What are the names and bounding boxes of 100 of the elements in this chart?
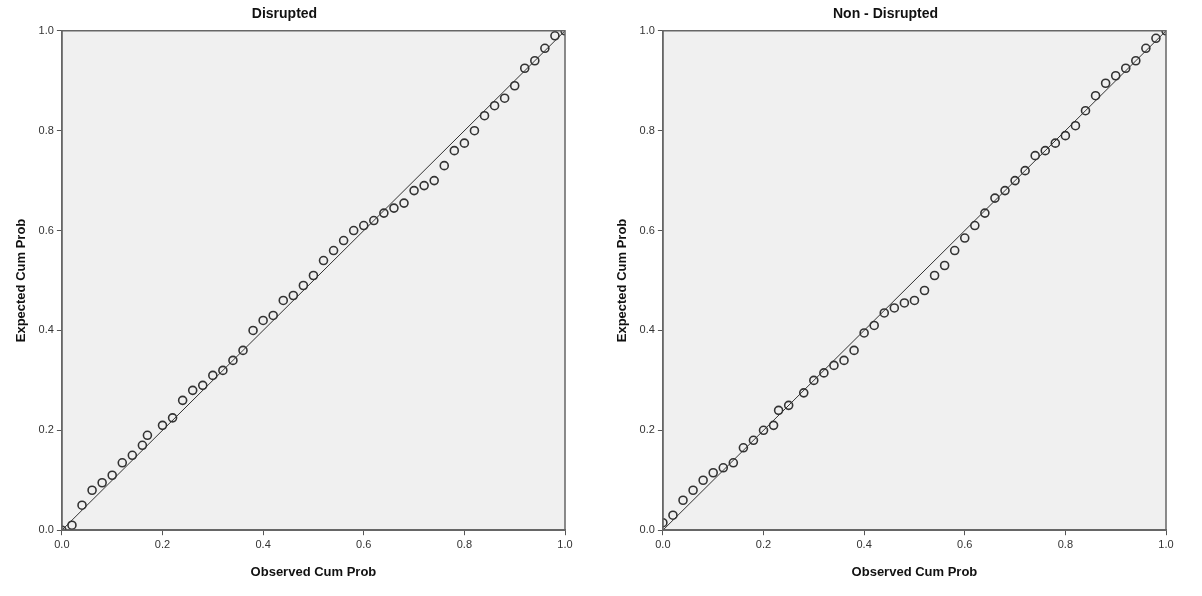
point xyxy=(519,63,530,74)
point xyxy=(738,443,749,453)
point xyxy=(238,345,248,356)
point xyxy=(228,355,238,366)
point xyxy=(879,308,890,318)
x-tick-label: 0.2 xyxy=(154,537,171,550)
chart-title: Disrupted xyxy=(251,5,318,22)
x-tick-label: 0.8 xyxy=(1057,537,1074,550)
point xyxy=(248,325,258,336)
point xyxy=(419,180,429,191)
y-axis-title: Expected Cum Prob xyxy=(13,218,29,343)
point xyxy=(117,457,128,468)
point xyxy=(449,145,460,156)
point xyxy=(829,360,839,371)
point xyxy=(197,380,208,391)
y-tick-label: 0.4 xyxy=(38,323,54,336)
point xyxy=(708,467,718,478)
point xyxy=(1090,90,1101,101)
x-tick-label: 0.6 xyxy=(356,537,372,550)
x-tick-label: 0.4 xyxy=(856,537,872,550)
point xyxy=(1151,33,1161,44)
point xyxy=(530,55,540,66)
point xyxy=(839,355,849,366)
point xyxy=(142,430,153,441)
point xyxy=(698,475,708,486)
y-tick-label: 0.6 xyxy=(639,223,655,236)
point xyxy=(167,413,178,423)
point xyxy=(1040,145,1051,156)
point xyxy=(399,198,409,208)
point xyxy=(499,93,510,104)
y-tick-label: 0.8 xyxy=(639,123,655,136)
x-axis-title: Observed Cum Prob xyxy=(250,563,377,579)
y-tick-label: 0.8 xyxy=(38,123,54,136)
point xyxy=(678,495,688,506)
point xyxy=(798,388,809,398)
x-axis-title: Observed Cum Prob xyxy=(851,563,978,579)
point xyxy=(258,315,268,326)
point xyxy=(929,270,940,281)
point xyxy=(1010,175,1020,186)
point xyxy=(1080,105,1091,116)
x-tick-label: 0.2 xyxy=(755,537,772,550)
chart-title: Non - Disrupted xyxy=(833,5,938,22)
point xyxy=(218,365,228,376)
point xyxy=(298,280,309,291)
point xyxy=(980,208,990,218)
point xyxy=(268,310,278,321)
y-tick-label: 1.0 xyxy=(639,23,655,36)
point xyxy=(1030,150,1040,161)
point xyxy=(187,385,198,396)
point xyxy=(768,420,779,431)
point xyxy=(668,510,678,521)
y-tick-label: 0.2 xyxy=(38,423,54,436)
point xyxy=(1141,43,1151,54)
point xyxy=(949,245,960,256)
point xyxy=(550,30,560,41)
point xyxy=(459,138,470,148)
point xyxy=(157,420,168,431)
point xyxy=(869,320,879,331)
point xyxy=(819,368,829,378)
point xyxy=(479,110,490,121)
point xyxy=(1120,63,1131,74)
point xyxy=(1060,130,1071,141)
point xyxy=(758,425,769,436)
point xyxy=(439,160,450,171)
point xyxy=(137,440,148,451)
point xyxy=(278,295,289,306)
point xyxy=(970,220,980,231)
point xyxy=(939,260,950,271)
point xyxy=(177,395,188,406)
point xyxy=(1020,165,1030,176)
point xyxy=(127,450,138,461)
point xyxy=(849,345,859,356)
point xyxy=(1100,78,1111,89)
x-tick-label: 0.4 xyxy=(255,537,271,550)
x-tick-label: 0.0 xyxy=(655,537,671,550)
y-tick-label: 1.0 xyxy=(38,23,54,36)
point xyxy=(748,435,759,446)
point xyxy=(809,375,819,386)
point xyxy=(1050,138,1061,148)
point xyxy=(97,477,107,488)
y-tick-label: 0.4 xyxy=(639,323,655,336)
point xyxy=(1110,70,1121,81)
point xyxy=(688,485,698,496)
point xyxy=(469,125,480,136)
point xyxy=(338,235,349,246)
point xyxy=(718,462,729,473)
y-tick-label: 0.0 xyxy=(38,523,54,536)
point xyxy=(77,500,87,511)
x-tick-label: 0.8 xyxy=(456,537,473,550)
point xyxy=(67,520,77,531)
point xyxy=(389,203,399,213)
point xyxy=(509,80,520,91)
point xyxy=(859,328,869,338)
point xyxy=(288,290,299,301)
point xyxy=(409,185,419,196)
point xyxy=(783,400,794,411)
point xyxy=(107,470,117,481)
point xyxy=(429,175,439,186)
point xyxy=(348,225,359,236)
point xyxy=(87,485,97,496)
